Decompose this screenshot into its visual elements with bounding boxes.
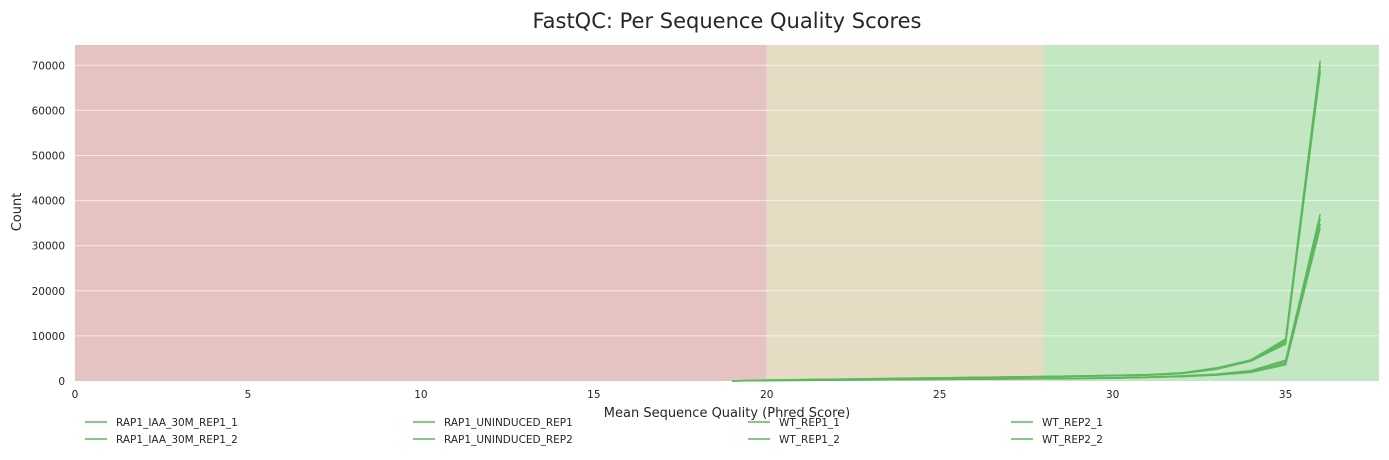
legend-label: RAP1_IAA_30M_REP1_1 — [116, 417, 238, 429]
quality-band-1 — [766, 45, 1044, 381]
x-tick-label: 20 — [760, 389, 773, 401]
quality-band-0 — [75, 45, 767, 381]
y-tick-label: 70000 — [32, 60, 65, 72]
legend-label: WT_REP2_2 — [1042, 434, 1103, 446]
y-tick-label: 10000 — [32, 331, 65, 343]
y-axis-ticks: 0 10000 20000 30000 40000 50000 60000 70000 — [32, 60, 65, 388]
x-axis-ticks: 0 5 10 15 20 25 30 35 — [72, 389, 1293, 401]
legend-label: RAP1_IAA_30M_REP1_2 — [116, 434, 238, 446]
legend-label: WT_REP1_1 — [779, 417, 840, 429]
y-tick-label: 60000 — [32, 105, 65, 117]
gridlines — [75, 64, 1379, 337]
y-tick-label: 50000 — [32, 150, 65, 162]
x-tick-label: 15 — [587, 389, 600, 401]
series-lines — [732, 60, 1321, 382]
x-tick-label: 10 — [414, 389, 427, 401]
x-tick-label: 5 — [245, 389, 252, 401]
x-tick-label: 0 — [72, 389, 79, 401]
chart-title: FastQC: Per Sequence Quality Scores — [532, 9, 921, 33]
y-axis-label: Count — [10, 193, 25, 232]
legend: RAP1_IAA_30M_REP1_1 RAP1_IAA_30M_REP1_2 RA… — [85, 417, 1103, 446]
quality-band-2 — [1043, 45, 1379, 381]
legend-label: WT_REP2_1 — [1042, 417, 1103, 429]
x-tick-label: 25 — [933, 389, 946, 401]
x-tick-label: 30 — [1106, 389, 1119, 401]
legend-label: WT_REP1_2 — [779, 434, 840, 446]
y-tick-label: 30000 — [32, 241, 65, 253]
x-axis-label: Mean Sequence Quality (Phred Score) — [604, 406, 850, 421]
legend-label: RAP1_UNINDUCED_REP1 — [444, 417, 573, 429]
legend-label: RAP1_UNINDUCED_REP2 — [444, 434, 573, 446]
y-tick-label: 20000 — [32, 286, 65, 298]
y-tick-label: 40000 — [32, 196, 65, 208]
series-line-7 — [732, 223, 1321, 382]
y-tick-label: 0 — [58, 376, 65, 388]
x-tick-label: 35 — [1279, 389, 1292, 401]
quality-bands — [75, 45, 1379, 381]
series-line-5 — [732, 69, 1321, 382]
